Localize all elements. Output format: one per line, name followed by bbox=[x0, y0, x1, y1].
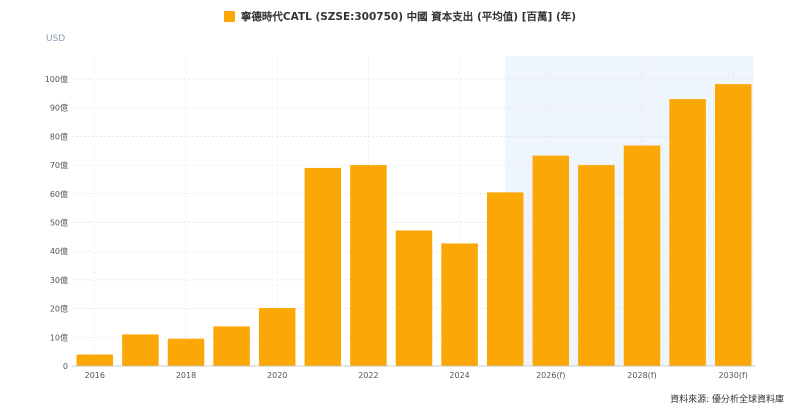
x-tick-label: 2022 bbox=[358, 371, 378, 380]
bar bbox=[623, 145, 661, 366]
bar bbox=[350, 165, 387, 366]
bar bbox=[486, 192, 524, 366]
bar bbox=[258, 308, 296, 366]
x-tick-label: 2020 bbox=[267, 371, 287, 380]
bar bbox=[669, 99, 706, 367]
bar bbox=[167, 338, 205, 366]
bar bbox=[441, 243, 478, 366]
y-tick-label: 40億 bbox=[50, 246, 68, 256]
bar bbox=[213, 326, 250, 366]
y-axis-unit: USD bbox=[46, 34, 66, 44]
x-tick-label: 2030(f) bbox=[718, 371, 747, 380]
bar bbox=[532, 155, 570, 366]
bar bbox=[76, 354, 114, 366]
y-tick-label: 70億 bbox=[50, 160, 68, 170]
x-tick-label: 2016 bbox=[85, 371, 105, 380]
x-tick-label: 2018 bbox=[176, 371, 196, 380]
bar bbox=[304, 167, 342, 366]
legend-label: 寧德時代CATL (SZSE:300750) 中國 資本支出 (平均值) [百萬… bbox=[240, 11, 577, 23]
y-tick-label: 90億 bbox=[50, 103, 68, 113]
y-tick-label: 60億 bbox=[50, 189, 68, 199]
bar bbox=[122, 334, 159, 366]
y-tick-label: 50億 bbox=[50, 217, 68, 227]
y-tick-label: 80億 bbox=[50, 131, 68, 141]
chart-legend: 寧德時代CATL (SZSE:300750) 中國 資本支出 (平均值) [百萬… bbox=[0, 9, 800, 24]
y-tick-label: 100億 bbox=[45, 74, 68, 84]
y-tick-label: 10億 bbox=[50, 332, 68, 342]
x-tick-label: 2028(f) bbox=[627, 371, 656, 380]
bar bbox=[714, 84, 752, 366]
y-tick-label: 0 bbox=[63, 362, 68, 371]
legend-swatch bbox=[223, 11, 235, 22]
y-tick-label: 20億 bbox=[50, 304, 68, 314]
x-tick-label: 2026(f) bbox=[536, 371, 565, 380]
bar bbox=[578, 165, 615, 366]
y-tick-label: 30億 bbox=[50, 275, 68, 285]
source-note: 資料來源: 優分析全球資料庫 bbox=[670, 395, 784, 405]
bar bbox=[395, 230, 433, 366]
x-tick-label: 2024 bbox=[449, 371, 469, 380]
